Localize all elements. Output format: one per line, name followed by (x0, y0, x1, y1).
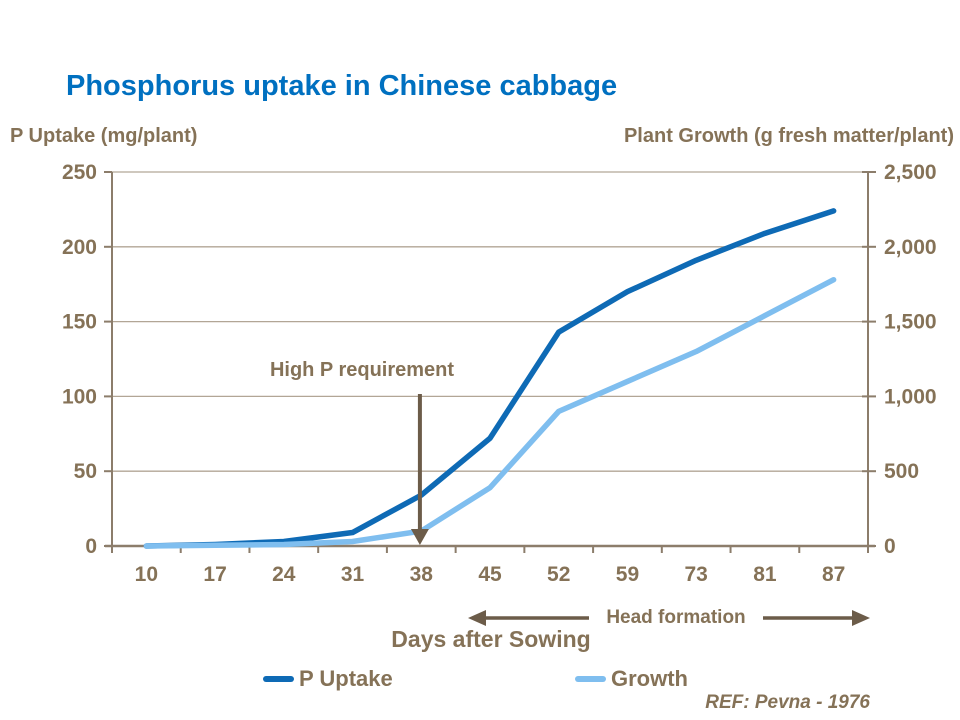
series-line-p-uptake (143, 208, 837, 549)
series-line-growth (143, 276, 837, 549)
x-axis-tick-label: 73 (685, 563, 708, 586)
chart-title: Phosphorus uptake in Chinese cabbage (66, 70, 618, 102)
right-axis-tick-label: 2,500 (884, 161, 937, 184)
x-axis-tick-label: 24 (272, 563, 296, 586)
x-axis-tick-label: 45 (478, 563, 502, 586)
legend-item-p-uptake: P Uptake (263, 666, 393, 692)
legend-label-p-uptake: P Uptake (299, 666, 393, 691)
right-axis-tick-label: 1,500 (884, 311, 937, 334)
legend-label-growth: Growth (611, 666, 688, 691)
annotation-high-p-label: High P requirement (269, 359, 455, 381)
left-axis-tick-label: 150 (62, 311, 97, 334)
head-formation-label: Head formation (606, 607, 746, 628)
head-formation-left-arrowhead-icon (468, 610, 486, 626)
x-axis-tick-label: 17 (203, 563, 226, 586)
x-axis-tick-label: 59 (616, 563, 639, 586)
x-axis-tick-label: 10 (135, 563, 158, 586)
right-axis-title: Plant Growth (g fresh matter/plant) (623, 125, 954, 147)
high-p-arrowhead-icon (410, 529, 429, 545)
left-axis-title: P Uptake (mg/plant) (10, 125, 198, 147)
left-axis-tick-label: 50 (74, 460, 97, 483)
reference-citation: REF: Pevna - 1976 (705, 692, 870, 713)
p-uptake-line-swatch-icon (263, 676, 294, 682)
right-axis-tick-label: 0 (884, 535, 896, 558)
left-axis-tick-label: 250 (62, 161, 97, 184)
right-axis-tick-label: 2,000 (884, 236, 937, 259)
head-formation-right-arrowhead-icon (852, 610, 870, 626)
right-axis-tick-label: 1,000 (884, 385, 937, 408)
left-axis-tick-label: 200 (62, 236, 97, 259)
x-axis-tick-label: 81 (753, 563, 777, 586)
growth-line-swatch-icon (575, 676, 606, 682)
left-axis-tick-label: 0 (85, 535, 97, 558)
legend-item-growth: Growth (575, 666, 688, 692)
x-axis-title: Days after Sowing (391, 626, 591, 652)
x-axis-tick-label: 38 (410, 563, 434, 586)
x-axis-tick-label: 52 (547, 563, 570, 586)
x-axis-tick-label: 31 (341, 563, 365, 586)
right-axis-tick-label: 500 (884, 460, 919, 483)
x-axis-tick-label: 87 (822, 563, 845, 586)
left-axis-tick-label: 100 (62, 385, 97, 408)
